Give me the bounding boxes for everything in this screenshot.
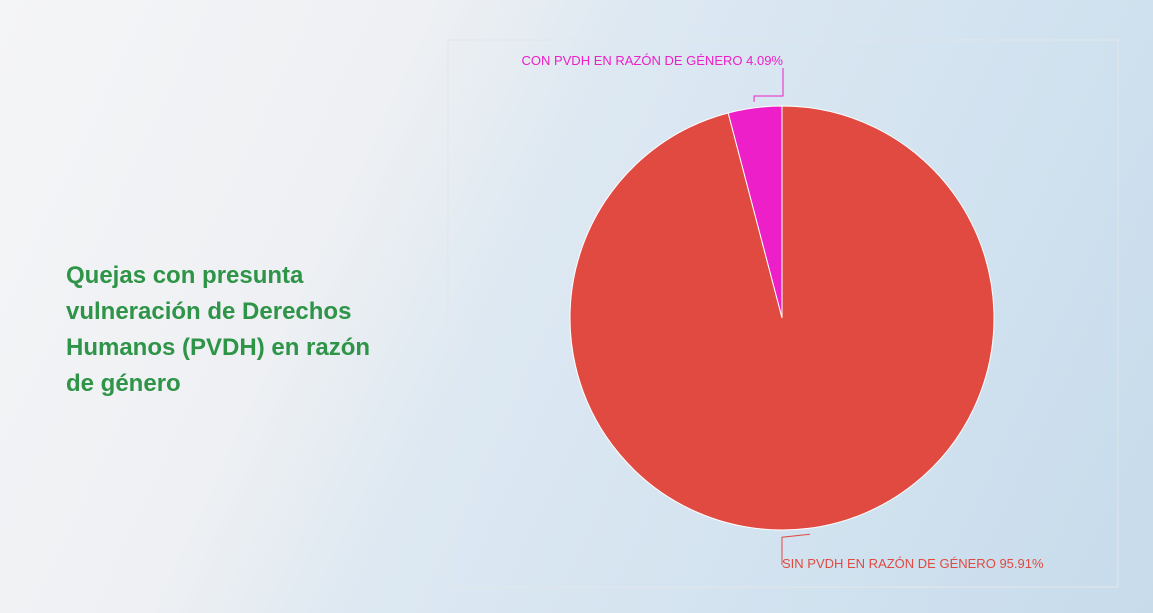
pie-slice	[569, 105, 995, 531]
category-label: CON PVDH EN RAZÓN DE GÉNERO	[521, 53, 742, 68]
leader-line	[753, 68, 784, 102]
leader-line	[781, 533, 810, 565]
data-label: CON PVDH EN RAZÓN DE GÉNERO 4.09%	[521, 53, 783, 68]
chart-frame	[447, 39, 1119, 588]
value-label: 4.09%	[746, 53, 783, 68]
data-label: SIN PVDH EN RAZÓN DE GÉNERO 95.91%	[782, 556, 1044, 571]
chart-title: Quejas con presunta vulneración de Derec…	[66, 262, 371, 397]
category-label: SIN PVDH EN RAZÓN DE GÉNERO	[782, 556, 996, 571]
value-label: 95.91%	[999, 556, 1044, 571]
